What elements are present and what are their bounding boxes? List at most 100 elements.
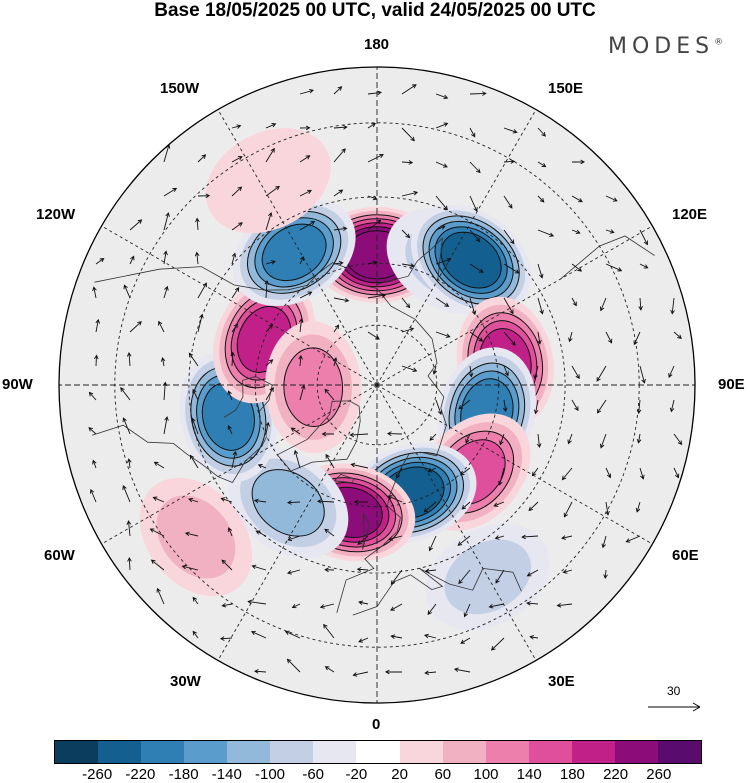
wind-arrow (424, 568, 437, 574)
colorbar-segment (399, 741, 443, 763)
wind-arrow (367, 293, 387, 299)
wind-arrow (122, 485, 131, 503)
wind-arrow (247, 599, 267, 605)
lon-label-150w: 150W (160, 80, 200, 97)
wind-arrow (673, 433, 683, 446)
wind-arrow (158, 320, 165, 333)
wind-arrow (390, 634, 403, 639)
wind-arrow (639, 229, 648, 246)
colorbar-segment (485, 741, 529, 763)
wind-arrow (197, 282, 207, 299)
wind-arrow (286, 658, 301, 673)
wind-arrow (333, 260, 344, 266)
wind-arrow (367, 123, 376, 129)
lon-label-30e: 30E (548, 673, 575, 690)
wind-arrow (503, 195, 513, 209)
wind-arrow (605, 229, 615, 234)
coastline (94, 262, 346, 291)
wind-arrow (469, 127, 476, 138)
wind-arrow (251, 564, 267, 571)
wind-arrow (299, 189, 312, 197)
colorbar-tick-label: -220 (125, 766, 156, 783)
wind-arrow (299, 221, 316, 231)
wind-arrow (563, 501, 573, 518)
wind-arrow (568, 331, 573, 343)
wind-arrow (325, 453, 335, 469)
wind-arrow (358, 637, 369, 643)
wind-arrow (633, 331, 641, 346)
wind-arrow (669, 399, 675, 413)
wind-arrow (227, 425, 233, 435)
wind-arrow (670, 297, 675, 315)
wind-arrow (636, 399, 642, 415)
wind-arrow (468, 365, 474, 378)
brand-logo: MODES® (608, 34, 723, 59)
colorbar-segment (356, 741, 400, 763)
wind-arrow (502, 399, 508, 413)
wind-arrow (94, 354, 99, 367)
wind-arrow (401, 263, 415, 268)
wind-arrow (286, 500, 301, 505)
colorbar-segment (571, 741, 615, 763)
polar-stereographic-map[interactable] (0, 0, 750, 740)
wind-arrow (533, 399, 539, 415)
wind-arrow (625, 535, 641, 543)
colorbar-tick-label: 260 (646, 766, 672, 783)
map-border (58, 66, 696, 704)
wind-arrow (265, 123, 277, 129)
wind-arrow (88, 391, 97, 401)
wind-arrow (192, 596, 199, 605)
wind-arrow (323, 623, 335, 639)
meridian-line (376, 384, 653, 545)
wind-arrow (469, 91, 487, 96)
wind-arrow (221, 559, 233, 571)
wind-arrow (299, 291, 313, 299)
wind-arrow (290, 427, 301, 435)
wind-arrow (333, 297, 350, 303)
wind-arrow (435, 331, 451, 338)
wind-arrow (188, 352, 199, 367)
wind-arrow (287, 535, 301, 542)
wind-arrow (120, 387, 131, 401)
wind-arrow (293, 449, 301, 469)
colorbar-tick-label: -180 (168, 766, 199, 783)
wind-arrow (333, 124, 348, 130)
wind-arrow (636, 433, 642, 444)
wind-arrow (401, 297, 411, 309)
wind-arrow (571, 297, 577, 307)
anomaly-contour (205, 128, 331, 234)
colorbar-segment (528, 741, 572, 763)
wind-arrow (458, 399, 471, 410)
wind-arrow (333, 148, 346, 163)
wind-arrow (367, 219, 382, 231)
wind-arrow (635, 501, 641, 513)
lon-label-120w: 120W (36, 206, 76, 223)
anomaly-arctic-archipelago-high (265, 321, 362, 454)
wind-arrow (571, 263, 583, 272)
wind-arrow (503, 263, 520, 274)
wind-arrow (332, 356, 338, 367)
coastlines (91, 235, 655, 616)
wind-arrow (298, 354, 303, 367)
wind-arrow (356, 567, 369, 572)
wind-arrow (386, 431, 403, 436)
wind-arrow (429, 433, 437, 441)
wind-arrow (95, 318, 101, 333)
wind-arrow (181, 564, 199, 571)
wind-arrow (333, 226, 348, 232)
wind-arrow (95, 257, 105, 265)
wind-arrow (387, 535, 403, 541)
wind-arrow (367, 90, 382, 96)
wind-arrow (401, 160, 414, 165)
wind-arrow (231, 323, 238, 333)
colorbar-segment (442, 741, 486, 763)
wind-arrow (219, 636, 233, 641)
wind-arrow (503, 229, 515, 245)
wind-arrow (401, 84, 417, 95)
wind-arrow (333, 324, 340, 333)
wind-arrow (387, 495, 403, 503)
wind-arrow (324, 388, 335, 401)
wind-arrow (571, 399, 579, 412)
colorbar-tick-label: -140 (211, 766, 242, 783)
colorbar-tick-label: 140 (516, 766, 542, 783)
